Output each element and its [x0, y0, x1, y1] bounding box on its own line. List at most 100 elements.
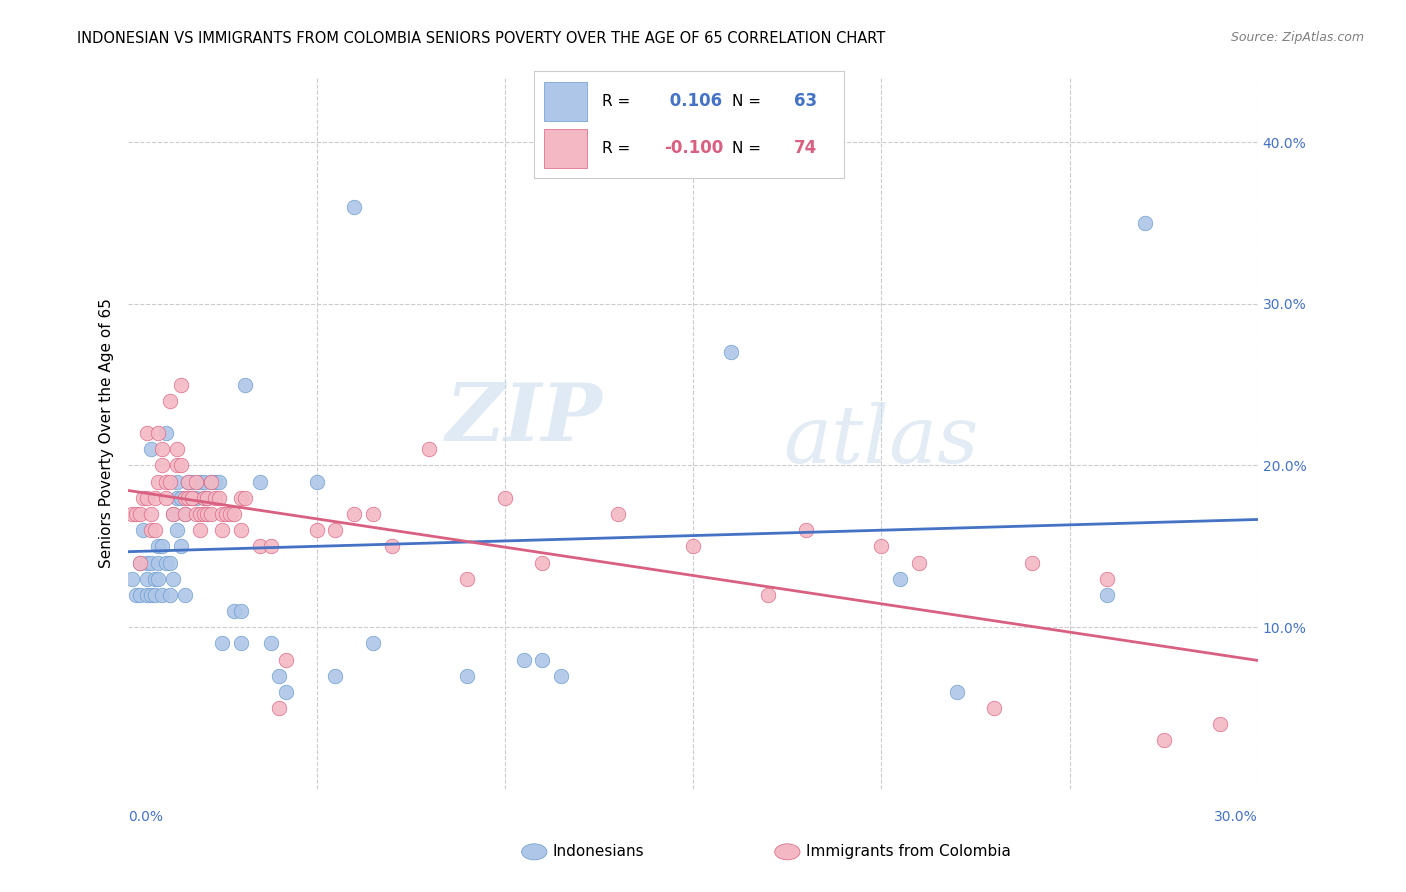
Text: 0.0%: 0.0% [128, 810, 163, 824]
Point [325, 523, 347, 537]
Point [794, 523, 817, 537]
Point [276, 652, 298, 666]
Text: 63: 63 [794, 93, 817, 111]
Point [870, 539, 893, 553]
Point [204, 475, 226, 489]
Point [143, 572, 166, 586]
Point [121, 507, 143, 521]
Text: R =: R = [602, 141, 636, 156]
Point [195, 507, 218, 521]
FancyBboxPatch shape [544, 129, 586, 168]
Point [121, 572, 143, 586]
Point [249, 475, 271, 489]
Text: ZIP: ZIP [446, 380, 603, 458]
Point [159, 475, 181, 489]
Point [170, 458, 193, 473]
Point [195, 491, 218, 505]
Point [162, 572, 184, 586]
Text: N =: N = [733, 141, 766, 156]
Point [148, 539, 170, 553]
Point [184, 507, 207, 521]
Point [139, 523, 162, 537]
Point [173, 588, 195, 602]
Point [143, 491, 166, 505]
Text: Source: ZipAtlas.com: Source: ZipAtlas.com [1230, 31, 1364, 45]
Text: Immigrants from Colombia: Immigrants from Colombia [806, 845, 1011, 859]
Point [177, 491, 200, 505]
Point [207, 491, 229, 505]
Point [139, 588, 162, 602]
Point [195, 491, 218, 505]
Point [136, 572, 159, 586]
Point [136, 556, 159, 570]
Point [200, 475, 222, 489]
Text: N =: N = [733, 94, 766, 109]
Point [188, 475, 211, 489]
Point [758, 588, 780, 602]
Point [231, 604, 253, 618]
Point [148, 572, 170, 586]
Point [456, 572, 478, 586]
Point [173, 491, 195, 505]
Point [155, 475, 177, 489]
Point [159, 556, 181, 570]
Point [682, 539, 704, 553]
Point [148, 475, 170, 489]
Point [720, 345, 742, 359]
Point [188, 507, 211, 521]
Text: 30.0%: 30.0% [1215, 810, 1258, 824]
Point [231, 523, 253, 537]
Point [173, 507, 195, 521]
Point [1097, 572, 1119, 586]
Point [1097, 588, 1119, 602]
Point [125, 588, 148, 602]
Point [184, 491, 207, 505]
Point [159, 588, 181, 602]
Point [184, 475, 207, 489]
Point [494, 491, 516, 505]
Point [531, 556, 554, 570]
Point [128, 588, 150, 602]
Point [177, 475, 200, 489]
Point [215, 507, 238, 521]
Point [204, 491, 226, 505]
Point [889, 572, 911, 586]
Point [276, 685, 298, 699]
Point [193, 475, 215, 489]
Point [1209, 717, 1232, 731]
Point [162, 507, 184, 521]
Point [166, 523, 188, 537]
Point [193, 491, 215, 505]
Point [155, 426, 177, 441]
Point [260, 539, 283, 553]
FancyBboxPatch shape [544, 82, 586, 120]
Point [233, 491, 256, 505]
Point [512, 652, 534, 666]
Point [456, 669, 478, 683]
Point [132, 491, 155, 505]
Point [231, 491, 253, 505]
Point [1153, 733, 1175, 747]
Point [162, 507, 184, 521]
Point [550, 669, 572, 683]
Point [181, 491, 204, 505]
Point [173, 507, 195, 521]
Point [155, 491, 177, 505]
Text: INDONESIAN VS IMMIGRANTS FROM COLOMBIA SENIORS POVERTY OVER THE AGE OF 65 CORREL: INDONESIAN VS IMMIGRANTS FROM COLOMBIA S… [77, 31, 886, 46]
Point [148, 426, 170, 441]
Point [231, 636, 253, 650]
Text: -0.100: -0.100 [664, 139, 724, 157]
Point [531, 652, 554, 666]
Point [177, 475, 200, 489]
Point [361, 507, 384, 521]
Point [222, 604, 245, 618]
Text: 74: 74 [794, 139, 817, 157]
Point [343, 507, 366, 521]
Point [193, 491, 215, 505]
Point [155, 556, 177, 570]
Point [143, 588, 166, 602]
Point [159, 393, 181, 408]
Point [166, 491, 188, 505]
Point [606, 507, 628, 521]
Point [170, 491, 193, 505]
